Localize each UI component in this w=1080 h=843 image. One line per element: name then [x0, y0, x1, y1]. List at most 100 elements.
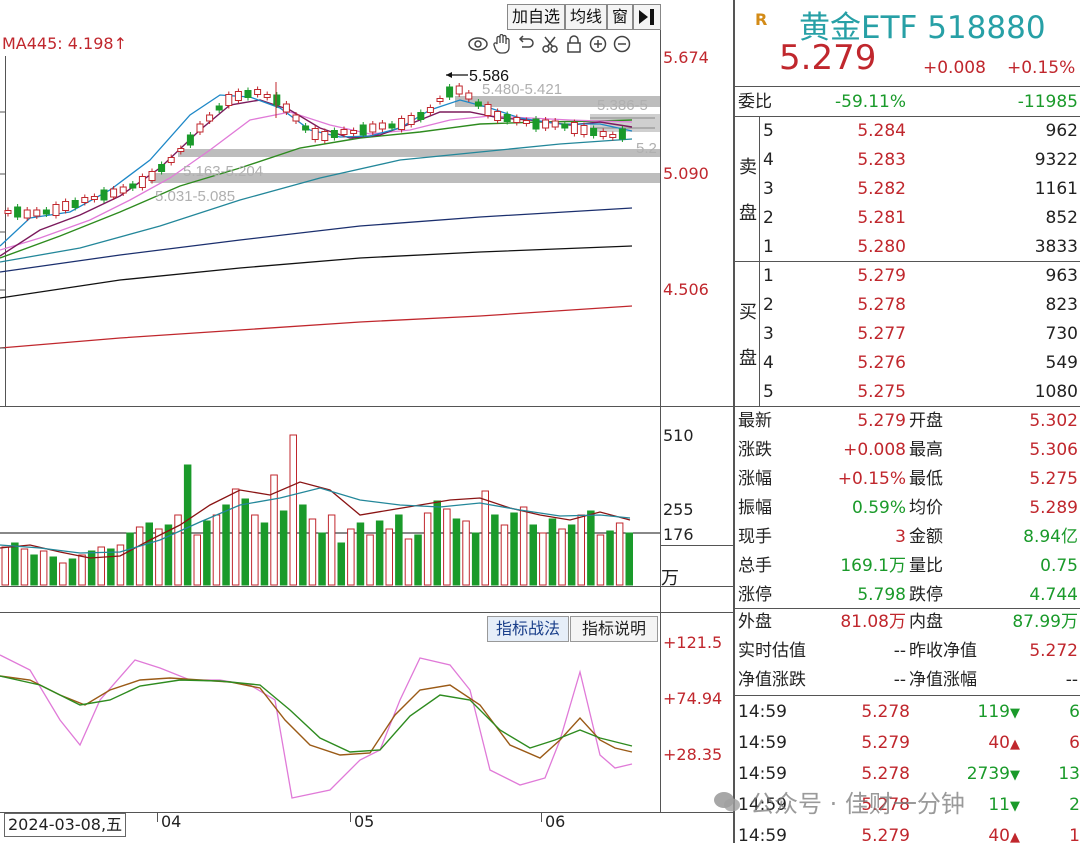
candle: [426, 107, 434, 113]
candle: [23, 209, 31, 219]
candle: [388, 123, 396, 129]
stats-row: 涨停 5.798 跌停 4.744: [738, 585, 1078, 605]
cursor-date: 2024-03-08,五: [4, 813, 127, 837]
tick-row[interactable]: 14:59 5.279 40▲ 1: [738, 826, 1080, 843]
buy-side-label-bottom: 盘: [739, 348, 757, 369]
indicator-explain-tab[interactable]: 指标说明: [570, 616, 658, 642]
candle: [570, 122, 578, 134]
bid-row[interactable]: 5 5.275 1080: [763, 382, 1078, 402]
volume-bar: [1, 546, 9, 586]
wechat-icon: [714, 791, 740, 811]
tick-row[interactable]: 14:59 5.278 119▼ 6: [738, 702, 1080, 722]
indicator-line-brown: [0, 675, 633, 759]
stats-row: 振幅 0.59% 均价 5.289: [738, 498, 1078, 518]
chart-area: 加自选 均线 窗 MA445: 4.198↑: [0, 4, 733, 837]
candle: [618, 128, 626, 140]
outer-inner-row: 外盘 81.08万 内盘 87.99万: [738, 612, 1078, 632]
quote-panel: R 黄金ETF 518880 5.279 +0.008 +0.15% 委比 -5…: [733, 0, 1080, 843]
volume-ma-line: [0, 487, 631, 554]
ma-line-green: [0, 119, 633, 259]
ask-row[interactable]: 3 5.282 1161: [763, 179, 1078, 199]
bid-row[interactable]: 2 5.278 823: [763, 295, 1078, 315]
volume-bar: [279, 510, 288, 586]
ma-line-black: [0, 245, 633, 299]
window-button[interactable]: 窗: [607, 4, 633, 30]
ask-row[interactable]: 2 5.281 852: [763, 208, 1078, 228]
moving-average-button[interactable]: 均线: [565, 4, 607, 30]
tick-row[interactable]: 14:59 5.278 11▼ 2: [738, 795, 1080, 815]
tick-row[interactable]: 14:59 5.278 2739▼ 13: [738, 764, 1080, 784]
zone-label: 5.031-5.085: [155, 188, 235, 205]
undo-icon[interactable]: [516, 34, 536, 54]
lock-icon[interactable]: [564, 34, 584, 54]
sell-side-label-bottom: 盘: [739, 203, 757, 224]
candlestick-chart[interactable]: 5.586 5.480-5.421 5.386-5 5.163-5.204 5.…: [0, 56, 660, 406]
collapse-arrow-icon: [639, 9, 654, 25]
volume-chart[interactable]: [0, 407, 660, 586]
bid-row[interactable]: 1 5.279 963: [763, 266, 1078, 286]
add-to-watchlist-button[interactable]: 加自选: [507, 4, 565, 30]
ask-row[interactable]: 5 5.284 962: [763, 121, 1078, 141]
volume-bar: [481, 490, 489, 586]
tick-row[interactable]: 14:59 5.279 40▲ 6: [738, 733, 1080, 753]
volume-bar: [183, 464, 192, 586]
candle: [282, 103, 290, 113]
candle: [522, 120, 530, 124]
bid-row[interactable]: 3 5.277 730: [763, 324, 1078, 344]
candle: [474, 101, 482, 107]
arrow-down-icon: ▼: [1010, 706, 1020, 721]
candle: [494, 111, 502, 121]
candle: [14, 206, 22, 218]
zone-label: 5.386-5: [597, 97, 648, 114]
candle: [599, 131, 607, 137]
indicator-label: +74.94: [663, 689, 723, 708]
candle: [225, 94, 233, 106]
candle: [244, 90, 252, 98]
nav-change-row: 净值涨跌 -- 净值涨幅 --: [738, 670, 1078, 690]
scissors-icon[interactable]: [540, 34, 560, 54]
candle: [609, 134, 617, 138]
candle: [263, 94, 271, 98]
candle: [90, 196, 98, 200]
candle: [580, 125, 588, 135]
hand-icon[interactable]: [492, 34, 512, 54]
candle: [196, 123, 204, 133]
collapse-panel-button[interactable]: [633, 4, 661, 30]
zoom-out-icon[interactable]: [612, 34, 632, 54]
indicator-strategy-tab[interactable]: 指标战法: [487, 616, 569, 642]
volume-bar: [87, 550, 96, 586]
zoom-in-icon[interactable]: [588, 34, 608, 54]
candle: [206, 114, 214, 122]
stats-row: 涨幅 +0.15% 最低 5.275: [738, 469, 1078, 489]
candle: [4, 210, 12, 214]
volume-bar: [366, 534, 374, 586]
zone-bar: [150, 173, 660, 183]
stats-row: 总手 169.1万 量比 0.75: [738, 556, 1078, 576]
candle: [561, 123, 569, 129]
volume-bottom-border: [0, 586, 733, 587]
zone-bar: [178, 149, 660, 157]
candles: [4, 82, 626, 221]
eye-icon[interactable]: [468, 34, 488, 54]
volume-bar: [395, 514, 403, 586]
volume-bar: [615, 522, 624, 586]
candle: [100, 189, 108, 201]
buy-side-label-top: 买: [739, 302, 757, 323]
candle: [110, 188, 118, 198]
stats-row: 现手 3 金额 8.94亿: [738, 527, 1078, 547]
volume-bar: [30, 554, 38, 586]
candle: [81, 197, 89, 203]
zone-label: 5.480-5.421: [482, 81, 562, 98]
candle: [359, 124, 367, 136]
candle: [503, 114, 511, 122]
volume-bar: [577, 514, 585, 586]
ask-row[interactable]: 1 5.280 3833: [763, 237, 1078, 257]
bid-row[interactable]: 4 5.276 549: [763, 353, 1078, 373]
main-bottom-border: [0, 406, 733, 407]
candle: [158, 164, 166, 172]
price-label: 5.090: [663, 164, 709, 183]
high-annotation: 5.586: [469, 68, 509, 85]
volume-bars: [1, 434, 633, 586]
ask-row[interactable]: 4 5.283 9322: [763, 150, 1078, 170]
indicator-chart[interactable]: [0, 642, 660, 812]
